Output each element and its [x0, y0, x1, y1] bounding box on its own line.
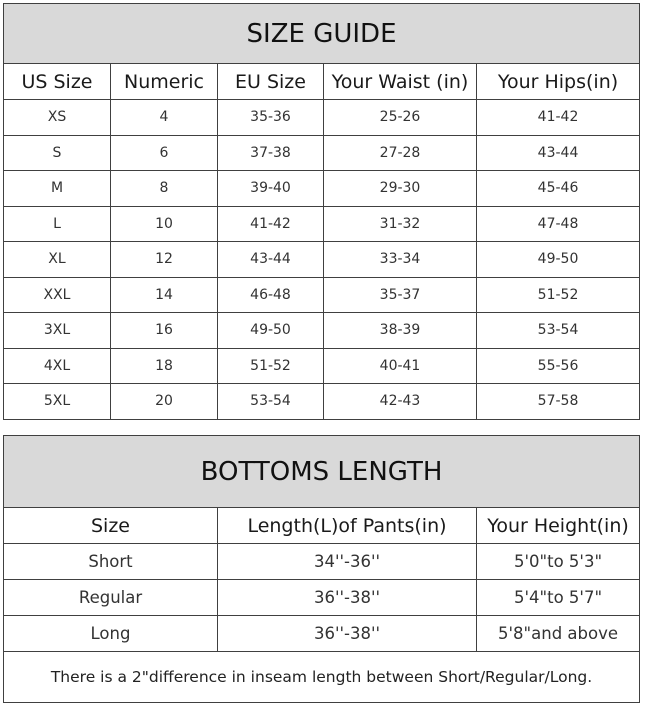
column-header: Length(L)of Pants(in): [217, 507, 477, 544]
table-cell: 53-54: [475, 312, 641, 349]
table-row: XS 4 35-36 25-26 41-42: [3, 99, 641, 136]
table-row: 5XL 20 53-54 42-43 57-58: [3, 383, 641, 420]
table-row: 4XL 18 51-52 40-41 55-56: [3, 347, 641, 384]
column-header: US Size: [3, 63, 111, 100]
table-cell: 12: [110, 241, 218, 278]
table-cell: 25-26: [323, 99, 477, 136]
table-cell: 4XL: [3, 347, 111, 384]
table-cell: 38-39: [323, 312, 477, 349]
bottoms-length-title: BOTTOMS LENGTH: [2, 435, 641, 508]
table-cell: 5XL: [3, 383, 111, 420]
table-cell: 6: [110, 134, 218, 171]
table-cell: 43-44: [475, 134, 641, 171]
table-cell: 20: [110, 383, 218, 420]
table-cell: 3XL: [3, 312, 111, 349]
table-cell: L: [3, 205, 111, 242]
inseam-note: There is a 2"difference in inseam length…: [2, 651, 641, 703]
table-cell: 39-40: [217, 170, 324, 207]
table-row: Long 36''-38'' 5'8"and above: [3, 615, 641, 652]
table-cell: XL: [3, 241, 111, 278]
column-header: Your Waist (in): [323, 63, 477, 100]
column-header: Numeric: [110, 63, 218, 100]
table-cell: 34''-36'': [217, 543, 477, 580]
table-cell: 55-56: [475, 347, 641, 384]
bottoms-length-table: BOTTOMS LENGTH Size Length(L)of Pants(in)…: [2, 435, 641, 703]
table-cell: 16: [110, 312, 218, 349]
table-cell: 41-42: [217, 205, 324, 242]
table-row: Short 34''-36'' 5'0"to 5'3": [3, 543, 641, 580]
table-cell: 40-41: [323, 347, 477, 384]
table-cell: 8: [110, 170, 218, 207]
table-cell: 31-32: [323, 205, 477, 242]
table-cell: 49-50: [217, 312, 324, 349]
table-cell: 53-54: [217, 383, 324, 420]
table-cell: 41-42: [475, 99, 641, 136]
table-cell: 37-38: [217, 134, 324, 171]
table-cell: 35-36: [217, 99, 324, 136]
column-header: Size: [3, 507, 218, 544]
column-header: Your Height(in): [475, 507, 641, 544]
table-cell: 46-48: [217, 276, 324, 313]
size-guide-title: SIZE GUIDE: [2, 3, 641, 64]
table-cell: 14: [110, 276, 218, 313]
table-cell: M: [3, 170, 111, 207]
table-cell: 10: [110, 205, 218, 242]
table-cell: 42-43: [323, 383, 477, 420]
table-cell: 51-52: [475, 276, 641, 313]
table-cell: 57-58: [475, 383, 641, 420]
table-cell: XS: [3, 99, 111, 136]
table-row: XXL 14 46-48 35-37 51-52: [3, 276, 641, 313]
table-cell: 5'8"and above: [475, 615, 641, 652]
table-cell: 35-37: [323, 276, 477, 313]
table-cell: 5'0"to 5'3": [475, 543, 641, 580]
table-cell: 49-50: [475, 241, 641, 278]
table-cell: 51-52: [217, 347, 324, 384]
size-guide-table: SIZE GUIDE US Size Numeric EU Size Your Wai…: [2, 3, 641, 420]
table-row: L 10 41-42 31-32 47-48: [3, 205, 641, 242]
table-row: S 6 37-38 27-28 43-44: [3, 134, 641, 171]
table-cell: 47-48: [475, 205, 641, 242]
table-row: Regular 36''-38'' 5'4"to 5'7": [3, 579, 641, 616]
table-row: 3XL 16 49-50 38-39 53-54: [3, 312, 641, 349]
table-cell: 4: [110, 99, 218, 136]
table-cell: 36''-38'': [217, 579, 477, 616]
table-cell: Regular: [3, 579, 218, 616]
table-cell: 43-44: [217, 241, 324, 278]
table-cell: XXL: [3, 276, 111, 313]
table-cell: 33-34: [323, 241, 477, 278]
table-cell: 29-30: [323, 170, 477, 207]
table-cell: 45-46: [475, 170, 641, 207]
table-cell: S: [3, 134, 111, 171]
table-cell: 27-28: [323, 134, 477, 171]
table-row: XL 12 43-44 33-34 49-50: [3, 241, 641, 278]
table-cell: 5'4"to 5'7": [475, 579, 641, 616]
column-header: EU Size: [217, 63, 324, 100]
table-row: M 8 39-40 29-30 45-46: [3, 170, 641, 207]
table-cell: Short: [3, 543, 218, 580]
table-cell: 18: [110, 347, 218, 384]
column-header: Your Hips(in): [475, 63, 641, 100]
table-cell: Long: [3, 615, 218, 652]
table-cell: 36''-38'': [217, 615, 477, 652]
